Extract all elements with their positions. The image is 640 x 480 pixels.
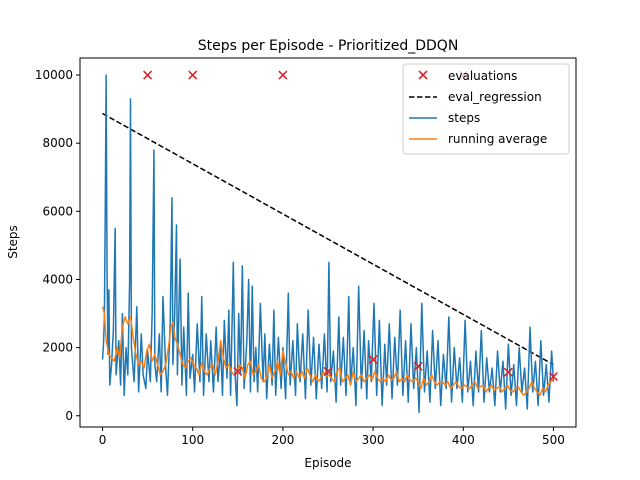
- x-tick-label: 500: [542, 433, 565, 447]
- evaluation-point: [278, 70, 288, 80]
- legend: evaluations eval_regression steps runnin…: [402, 63, 570, 155]
- legend-box: [402, 63, 570, 155]
- plot-area: [101, 70, 559, 414]
- y-tick-label: 2000: [42, 341, 73, 355]
- evaluation-point: [233, 366, 243, 377]
- evaluation-point: [323, 366, 333, 377]
- series-line-running-average: [101, 306, 555, 397]
- legend-marker-evaluations: [418, 70, 428, 80]
- evaluation-point: [548, 372, 559, 382]
- y-tick-label: 4000: [42, 272, 73, 286]
- x-tick-label: 200: [271, 433, 294, 447]
- evaluation-point: [503, 367, 513, 377]
- evaluation-point: [413, 361, 423, 371]
- x-axis: 0 100 200 300 400 500: [99, 427, 565, 447]
- x-tick-label: 100: [181, 433, 204, 447]
- x-tick-label: 0: [99, 433, 107, 447]
- y-tick-label: 10000: [35, 68, 73, 82]
- legend-label-eval-regression: eval_regression: [448, 90, 542, 104]
- evaluation-point: [143, 70, 153, 80]
- series-line-steps: [101, 74, 555, 414]
- x-tick-label: 400: [452, 433, 475, 447]
- legend-label-steps: steps: [448, 111, 480, 125]
- y-axis-label: Steps: [6, 225, 20, 259]
- y-tick-label: 6000: [42, 204, 73, 218]
- legend-label-evaluations: evaluations: [448, 69, 517, 83]
- y-axis: 0 2000 4000 6000 8000 10000: [35, 68, 80, 423]
- series-line-eval-regression: [102, 112, 554, 366]
- legend-label-running-average: running average: [448, 132, 547, 146]
- evaluation-point: [368, 354, 378, 365]
- chart-title: Steps per Episode - Prioritized_DDQN: [198, 38, 459, 54]
- y-tick-label: 8000: [42, 136, 73, 150]
- x-axis-label: Episode: [304, 456, 351, 470]
- evaluation-point: [188, 70, 198, 80]
- y-tick-label: 0: [65, 409, 73, 423]
- axes-frame: [79, 57, 577, 428]
- x-tick-label: 300: [362, 433, 385, 447]
